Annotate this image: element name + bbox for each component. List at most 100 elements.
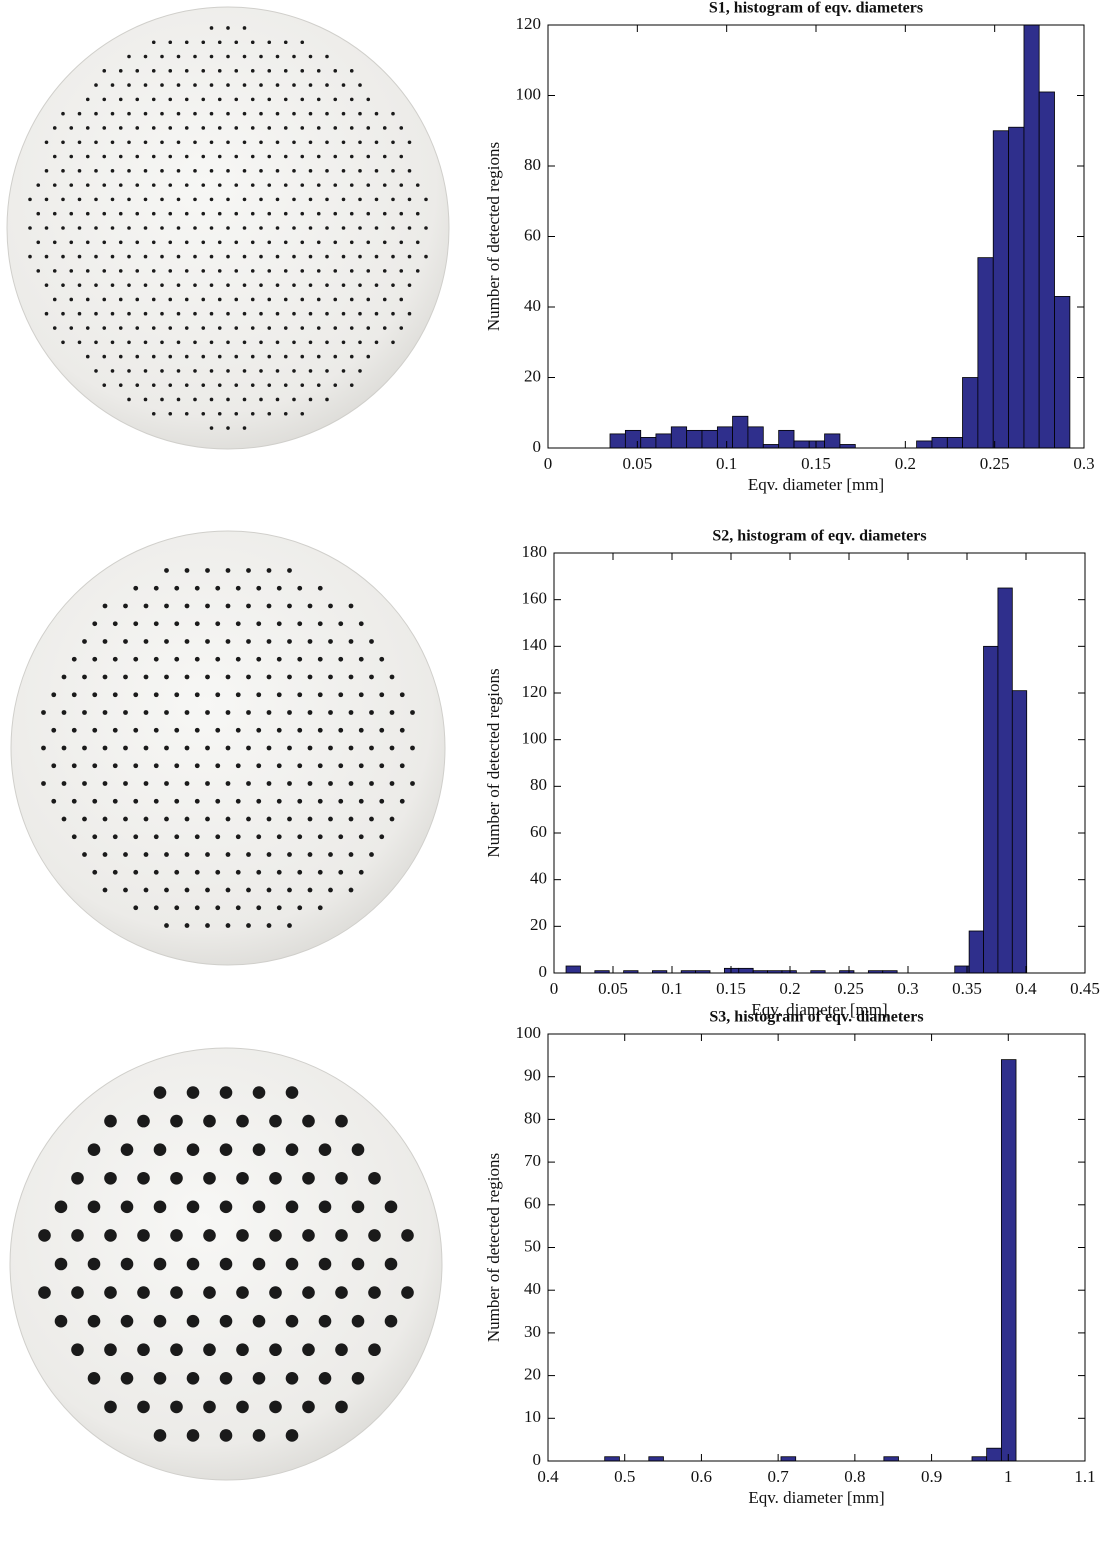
hole — [234, 97, 239, 102]
hole — [407, 254, 412, 259]
hole — [242, 83, 247, 87]
hole — [102, 326, 107, 330]
hole — [287, 603, 292, 609]
hole — [292, 197, 296, 202]
hole — [318, 1372, 332, 1385]
hole — [94, 226, 98, 230]
hole — [194, 727, 200, 733]
hole — [328, 603, 333, 609]
hole — [235, 692, 241, 698]
hole — [307, 781, 313, 786]
hole — [184, 816, 190, 822]
hole — [194, 798, 200, 804]
bar — [565, 965, 581, 974]
hole — [118, 154, 123, 159]
hole — [215, 692, 221, 698]
hole — [112, 727, 118, 733]
hole — [85, 97, 90, 102]
hole — [94, 254, 98, 259]
y-tick-label: 140 — [522, 635, 548, 654]
hole — [176, 111, 181, 116]
hole — [226, 83, 230, 87]
bar — [716, 426, 733, 449]
y-axis-label: Number of detected regions — [484, 668, 503, 857]
hole — [256, 692, 262, 698]
hole — [266, 603, 272, 609]
hole — [110, 311, 115, 316]
hole — [369, 852, 374, 857]
hole — [69, 240, 74, 245]
hole — [123, 816, 128, 822]
hole — [225, 674, 231, 680]
hole — [151, 326, 156, 330]
hole — [92, 621, 98, 627]
x-tick-label: 0.05 — [622, 454, 652, 473]
bar — [1038, 91, 1055, 449]
hole — [194, 692, 200, 698]
hole — [325, 311, 329, 316]
hole — [133, 763, 139, 769]
hole — [269, 1114, 282, 1128]
hole — [333, 154, 338, 159]
hole — [333, 354, 338, 359]
hole — [168, 411, 173, 416]
x-axis-label: Eqv. diameter [mm] — [748, 475, 884, 494]
hole — [236, 1171, 249, 1185]
bar — [997, 587, 1013, 974]
hole — [307, 639, 313, 644]
hole — [316, 97, 321, 102]
hole — [209, 369, 214, 373]
hole — [283, 383, 288, 387]
hole — [219, 1143, 233, 1156]
hole — [151, 183, 156, 187]
y-tick-label: 10 — [524, 1407, 541, 1426]
hole — [127, 197, 131, 202]
hole — [235, 585, 241, 591]
bar — [624, 429, 642, 449]
hole — [328, 710, 333, 715]
hole — [275, 169, 280, 173]
hole — [302, 1171, 315, 1185]
hole — [358, 197, 362, 202]
hole — [219, 1086, 233, 1099]
hole — [225, 639, 231, 644]
hole — [382, 326, 387, 330]
hole — [217, 97, 222, 102]
hole — [201, 383, 206, 387]
hole — [217, 240, 222, 245]
hole — [410, 781, 415, 786]
hole — [110, 169, 115, 173]
x-tick-label: 0.5 — [614, 1467, 635, 1486]
hole — [297, 905, 303, 911]
hole — [259, 140, 263, 145]
hole — [415, 183, 420, 187]
hole — [217, 411, 222, 416]
hole — [328, 639, 333, 644]
hole — [225, 603, 231, 609]
hole — [120, 1143, 134, 1156]
holes — [28, 26, 428, 1442]
hole — [184, 240, 189, 245]
hole — [71, 1229, 84, 1242]
x-tick-label: 0.15 — [716, 979, 746, 998]
hole — [333, 297, 338, 302]
bar — [640, 437, 657, 449]
hole — [300, 126, 305, 130]
hole — [143, 54, 148, 59]
hole — [246, 816, 251, 822]
y-tick-label: 40 — [530, 869, 547, 888]
bar — [747, 426, 764, 449]
hole — [234, 154, 239, 159]
hole — [259, 369, 263, 373]
hole — [160, 140, 164, 145]
hole — [285, 1086, 299, 1099]
hole — [389, 781, 395, 786]
x-tick-label: 0.4 — [1015, 979, 1037, 998]
bar — [670, 426, 688, 449]
hole — [285, 1143, 299, 1156]
hole — [203, 1286, 216, 1299]
hole — [275, 311, 280, 316]
hole — [318, 1257, 332, 1271]
y-tick-label: 90 — [524, 1066, 541, 1085]
hole — [184, 211, 189, 216]
